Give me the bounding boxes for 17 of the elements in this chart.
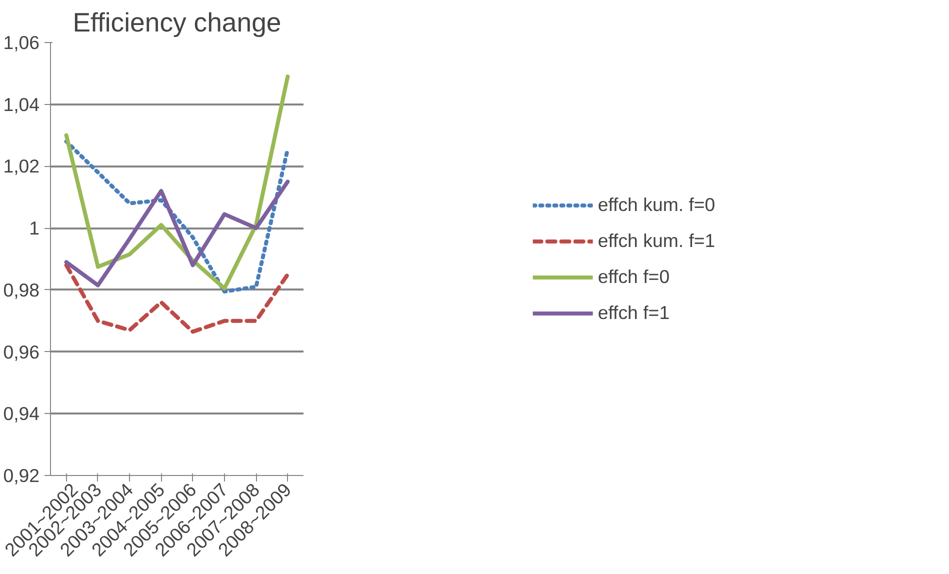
y-tick-label: 0,98 xyxy=(3,279,40,300)
line-series xyxy=(64,139,290,294)
line-series xyxy=(64,74,290,290)
line-series xyxy=(64,263,290,334)
y-tick-label: 1,04 xyxy=(3,94,40,115)
y-tick-label: 1,02 xyxy=(3,156,40,177)
y-tick-label: 1,06 xyxy=(3,32,40,53)
legend-label: effch kum. f=0 xyxy=(598,194,716,216)
y-tick-label: 0,92 xyxy=(3,465,40,486)
legend-label: effch f=0 xyxy=(598,266,670,288)
legend-label: effch kum. f=1 xyxy=(598,230,716,252)
y-tick-label: 1 xyxy=(29,218,40,239)
legend-label: effch f=1 xyxy=(598,302,670,324)
chart-title: Efficiency change xyxy=(72,8,282,38)
line-series xyxy=(64,180,290,288)
y-tick-label: 0,96 xyxy=(3,341,40,362)
y-tick-label: 0,94 xyxy=(3,403,40,424)
